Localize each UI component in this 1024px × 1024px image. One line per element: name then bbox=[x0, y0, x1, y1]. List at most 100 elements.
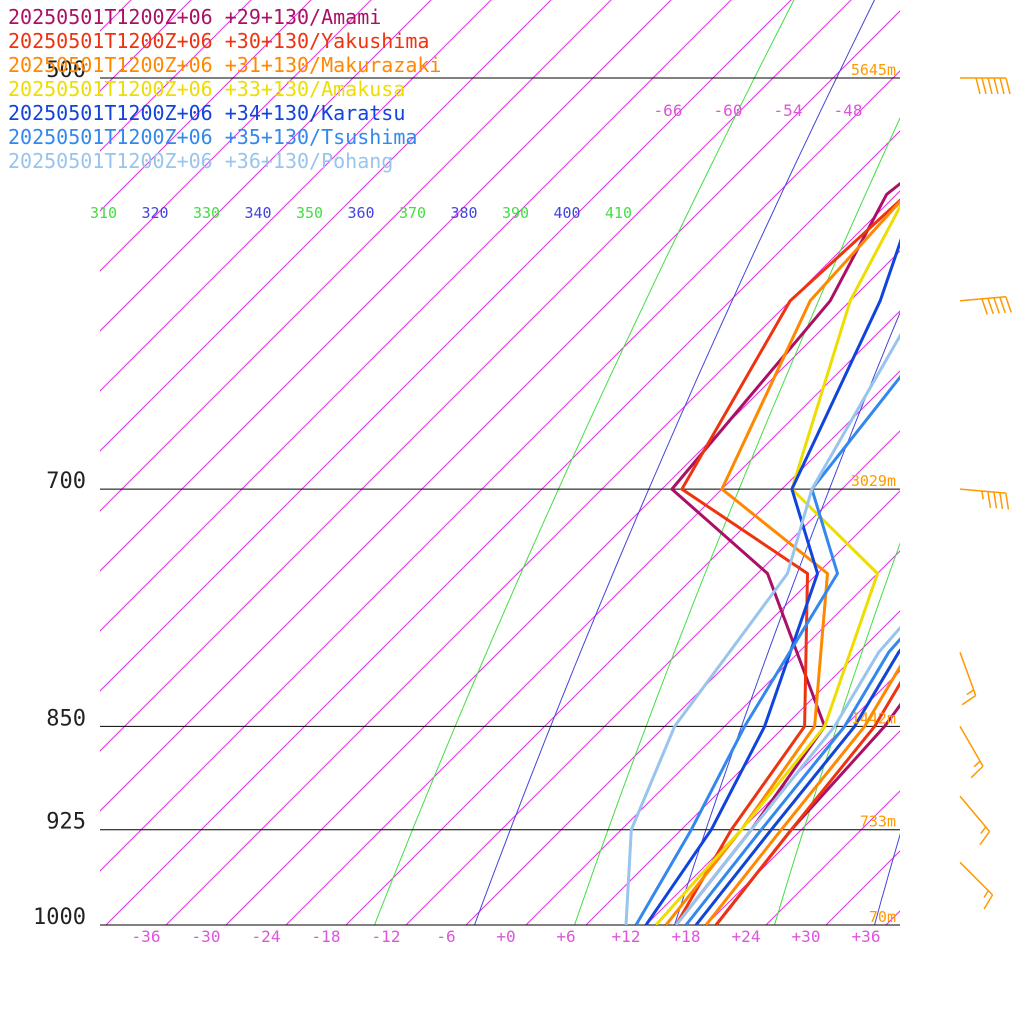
wind-barb-staff bbox=[959, 861, 994, 896]
temperature-line bbox=[694, 648, 900, 925]
isotherm-line bbox=[165, 190, 900, 925]
pressure-label: 925 bbox=[46, 810, 86, 835]
legend-entry: 20250501T1200Z+06 +31+130/Makurazaki bbox=[8, 53, 442, 77]
isotherm-lines bbox=[100, 0, 1024, 925]
height-labels: 16355m13859m12023m10533m9330m5645m3029m1… bbox=[851, 61, 896, 926]
wind-barb-flag bbox=[979, 831, 991, 846]
isotherm-line bbox=[100, 0, 492, 392]
isotherm-line bbox=[885, 910, 900, 925]
isotherm-line bbox=[100, 0, 612, 512]
isotherm-line bbox=[100, 0, 432, 332]
wind-barb-staff bbox=[959, 795, 991, 832]
wind-barb-staff bbox=[959, 652, 977, 696]
legend-entry: 20250501T1200Z+06 +33+130/Amakusa bbox=[8, 77, 406, 101]
isotherm-line bbox=[225, 250, 900, 925]
temperature-line bbox=[674, 625, 900, 925]
x-tick-label: +12 bbox=[612, 927, 641, 946]
wind-barb-half-flag bbox=[980, 826, 987, 835]
pressure-label: 700 bbox=[46, 469, 86, 494]
isotherm-line bbox=[100, 0, 372, 272]
x-tick-labels: -36 -30 -24 -18 -12 -6 +0 +6 +12 +18 +24 +30 +36 bbox=[132, 927, 881, 946]
wind-barb-staff bbox=[959, 488, 1006, 494]
wind-barb bbox=[959, 795, 991, 846]
wind-barb bbox=[959, 296, 1012, 315]
wind-barb-flag bbox=[999, 492, 1004, 510]
wind-barb bbox=[959, 488, 1010, 510]
theta-label: 340 bbox=[245, 204, 272, 222]
skew-temperature-labels: -66 -60 -54 -48 bbox=[654, 101, 863, 120]
dry-adiabat-lines bbox=[373, 0, 900, 925]
wind-barb-flag bbox=[981, 298, 989, 315]
skew-temperature-label: -66 bbox=[654, 101, 683, 120]
isotherm-line bbox=[825, 850, 900, 925]
theta-label: 390 bbox=[502, 204, 529, 222]
dry-adiabat-line bbox=[573, 116, 900, 925]
height-label: 5645m bbox=[851, 61, 896, 79]
isotherm-line bbox=[1006, 0, 1024, 925]
wind-barb bbox=[959, 726, 984, 779]
theta-label: 400 bbox=[554, 204, 581, 222]
x-tick-label: -12 bbox=[372, 927, 401, 946]
dry-adiabat-line bbox=[673, 311, 900, 925]
dewpoint-line bbox=[664, 199, 900, 925]
wind-barb bbox=[960, 77, 1011, 95]
wind-barb-flag bbox=[1005, 77, 1011, 95]
skew-temperature-label: -60 bbox=[714, 101, 743, 120]
isobar-lines bbox=[100, 77, 900, 926]
legend-entry: 20250501T1200Z+06 +36+130/Pohang bbox=[8, 149, 394, 173]
dewpoint-line bbox=[634, 374, 900, 925]
isotherm-line bbox=[345, 370, 900, 925]
x-tick-label: -18 bbox=[312, 927, 341, 946]
wind-barb-flag bbox=[987, 298, 994, 315]
sounding-series bbox=[624, 181, 900, 925]
dewpoint-line bbox=[624, 332, 900, 925]
dewpoint-line bbox=[654, 203, 900, 925]
legend-entry: 20250501T1200Z+06 +34+130/Karatsu bbox=[8, 101, 406, 125]
wind-barb-half-flag bbox=[983, 890, 989, 899]
wind-barb-flag bbox=[987, 491, 992, 508]
x-tick-label: +18 bbox=[672, 927, 701, 946]
isotherm-line bbox=[465, 490, 900, 925]
wind-barb bbox=[959, 652, 977, 706]
theta-label: 350 bbox=[296, 204, 323, 222]
x-tick-label: -30 bbox=[192, 927, 221, 946]
isotherm-line bbox=[100, 0, 552, 452]
dewpoint-line bbox=[674, 198, 900, 925]
wind-barb-flag bbox=[993, 297, 1000, 314]
temperature-line bbox=[694, 648, 900, 925]
isotherm-line bbox=[645, 670, 900, 925]
dewpoint-line bbox=[644, 238, 900, 925]
x-tick-label: +30 bbox=[792, 927, 821, 946]
wind-barb-flag bbox=[999, 297, 1006, 314]
height-label: 70m bbox=[869, 908, 896, 926]
theta-labels: 310 320 330 340 350 360 370 380 390 400 410 bbox=[90, 204, 632, 222]
pressure-labels: 1001502002503005007008509251000 bbox=[33, 58, 86, 930]
height-label: 3029m bbox=[851, 472, 896, 490]
isotherm-line bbox=[105, 130, 900, 925]
wind-barb-half-flag bbox=[966, 689, 975, 696]
isotherm-line bbox=[100, 0, 672, 572]
isotherm-line bbox=[946, 0, 1024, 925]
isotherm-line bbox=[100, 10, 900, 812]
dry-adiabat-line bbox=[373, 0, 795, 925]
legend-entry: 20250501T1200Z+06 +35+130/Tsushima bbox=[8, 125, 418, 149]
legend-entry: 20250501T1200Z+06 +30+130/Yakushima bbox=[8, 29, 430, 53]
x-tick-label: -24 bbox=[252, 927, 281, 946]
wind-barb-flag bbox=[975, 77, 981, 95]
isotherm-line bbox=[100, 0, 732, 632]
x-tick-label: +6 bbox=[556, 927, 575, 946]
wind-barb-flag bbox=[993, 77, 999, 95]
wind-barb bbox=[959, 861, 994, 910]
pressure-label: 850 bbox=[46, 706, 86, 731]
theta-label: 410 bbox=[605, 204, 632, 222]
skew-temperature-label: -48 bbox=[834, 101, 863, 120]
theta-label: 330 bbox=[193, 204, 220, 222]
temperature-line bbox=[704, 663, 900, 925]
pressure-label: 500 bbox=[46, 58, 86, 83]
isotherm-line bbox=[100, 70, 900, 872]
wind-barb-flag bbox=[981, 77, 987, 95]
theta-label: 320 bbox=[142, 204, 169, 222]
x-tick-label: +36 bbox=[852, 927, 881, 946]
skew-temperature-label: -54 bbox=[774, 101, 803, 120]
